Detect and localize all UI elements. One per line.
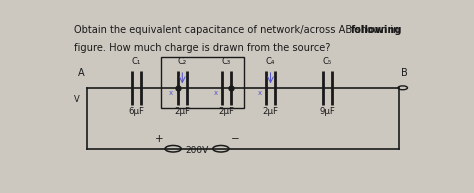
Text: 9μF: 9μF xyxy=(319,107,335,116)
Text: Obtain the equivalent capacitance of network/across AB shown in: Obtain the equivalent capacitance of net… xyxy=(74,25,402,35)
Text: A: A xyxy=(78,68,85,78)
Text: 6μF: 6μF xyxy=(128,107,145,116)
Text: B: B xyxy=(401,68,408,78)
Bar xyxy=(161,57,244,108)
Text: V: V xyxy=(73,95,80,104)
Text: +: + xyxy=(155,134,163,144)
Text: −: − xyxy=(231,134,239,144)
Text: 2μF: 2μF xyxy=(263,107,279,116)
Text: figure. How much charge is drawn from the source?: figure. How much charge is drawn from th… xyxy=(74,43,330,53)
Text: 200V: 200V xyxy=(185,146,209,155)
Text: x: x xyxy=(257,90,262,96)
Text: C₃: C₃ xyxy=(222,57,231,65)
Text: 2μF: 2μF xyxy=(219,107,235,116)
Text: x: x xyxy=(213,90,218,96)
Text: C₄: C₄ xyxy=(266,57,275,65)
Text: x: x xyxy=(169,90,173,96)
Text: C₂: C₂ xyxy=(178,57,187,65)
Text: 2μF: 2μF xyxy=(174,107,191,116)
Text: following: following xyxy=(351,25,403,35)
Text: C₅: C₅ xyxy=(323,57,332,65)
Text: C₁: C₁ xyxy=(132,57,141,65)
